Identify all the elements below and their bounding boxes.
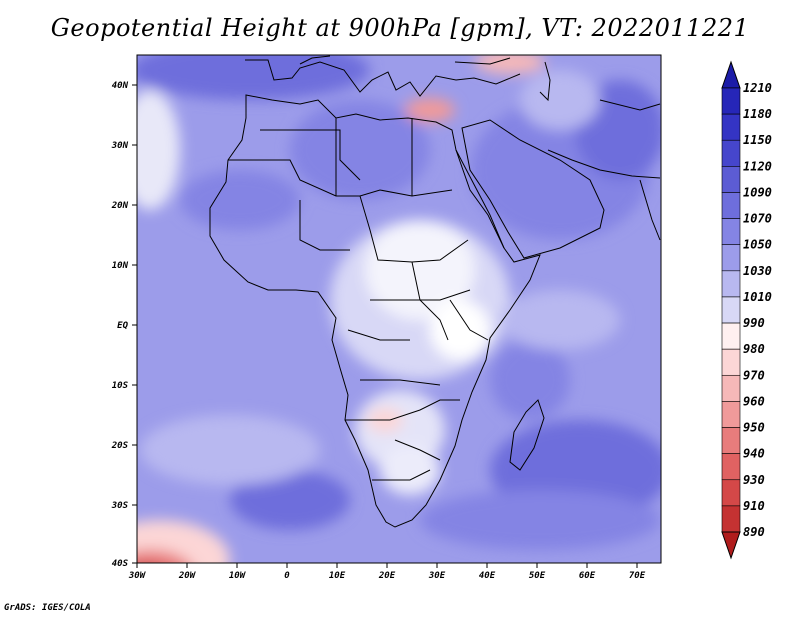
lat-label: 40N [112, 81, 129, 91]
colorbar-bin [721, 453, 741, 481]
colorbar-label: 1070 [743, 212, 772, 226]
lat-label: 30S [111, 501, 129, 511]
plot-frame [136, 54, 662, 564]
colorbar-label: 890 [743, 525, 765, 539]
map-title: Geopotential Height at 900hPa [gpm], VT:… [50, 14, 750, 42]
axis-ticks [132, 84, 638, 568]
colorbar-label: 1050 [743, 238, 772, 252]
colorbar-bin [721, 270, 741, 298]
colorbar-label: 1030 [743, 264, 772, 278]
colorbar-label: 940 [743, 447, 765, 461]
colorbar-label: 1120 [743, 159, 772, 173]
colorbar-label: 1180 [743, 107, 772, 121]
lon-label: 20E [378, 571, 396, 581]
colorbar-label: 1010 [743, 290, 772, 304]
lon-label: 50E [529, 571, 546, 581]
colorbar-bin [721, 218, 741, 246]
colorbar-bin [721, 505, 741, 533]
lat-label: 30N [111, 141, 129, 151]
lon-label: 20W [178, 571, 197, 581]
lon-labels: 30W 20W 10W 0 10E 20E 30E 40E 50E 60E 70… [128, 571, 646, 581]
lon-label: 70E [629, 571, 646, 581]
colorbar-bin [721, 374, 741, 402]
colorbar-label: 930 [743, 473, 765, 487]
colorbar-bin [721, 87, 741, 115]
colorbar-label: 1210 [743, 81, 772, 95]
lat-label: 10N [112, 261, 129, 271]
lat-label: 20N [111, 201, 129, 211]
colorbar-top-arrow [721, 60, 741, 89]
lat-label: 20S [111, 441, 129, 451]
lat-labels: 40N 30N 20N 10N EQ 10S 20S 30S 40S [111, 81, 129, 569]
colorbar: 1210 1180 1150 1120 1090 1070 1050 1030 1010 990 9… [721, 60, 772, 560]
colorbar-label: 990 [743, 316, 765, 330]
lon-label: 30E [428, 571, 446, 581]
colorbar-label: 1090 [743, 185, 772, 199]
height-field [137, 55, 661, 563]
colorbar-bin [721, 244, 741, 272]
colorbar-bin [721, 427, 741, 454]
colorbar-bin [721, 192, 741, 219]
colorbar-bin [721, 296, 741, 324]
lon-label: 40E [479, 571, 496, 581]
lat-label: EQ [117, 321, 128, 331]
coastlines [209, 55, 661, 528]
lon-label: 10W [229, 571, 247, 581]
colorbar-bin [721, 139, 741, 167]
lat-label: 40S [112, 559, 129, 569]
lat-label: 10S [112, 381, 129, 391]
colorbar-bin [721, 113, 741, 141]
colorbar-bin [721, 401, 741, 428]
lon-label: 0 [284, 571, 290, 581]
lon-label: 60E [579, 571, 596, 581]
credit-label: GrADS: IGES/COLA [4, 603, 91, 613]
colorbar-label: 970 [743, 368, 765, 382]
colorbar-bottom-arrow [721, 531, 741, 560]
colorbar-label: 960 [743, 394, 765, 408]
colorbar-label: 980 [743, 342, 765, 356]
colorbar-label: 950 [743, 421, 765, 435]
colorbar-bin [721, 322, 741, 350]
colorbar-label: 1150 [743, 133, 772, 147]
colorbar-bin [721, 479, 741, 507]
lon-label: 10E [329, 571, 346, 581]
colorbar-bin [721, 166, 741, 193]
colorbar-bin [721, 348, 741, 376]
lon-label: 30W [128, 571, 147, 581]
colorbar-label: 910 [743, 499, 765, 513]
